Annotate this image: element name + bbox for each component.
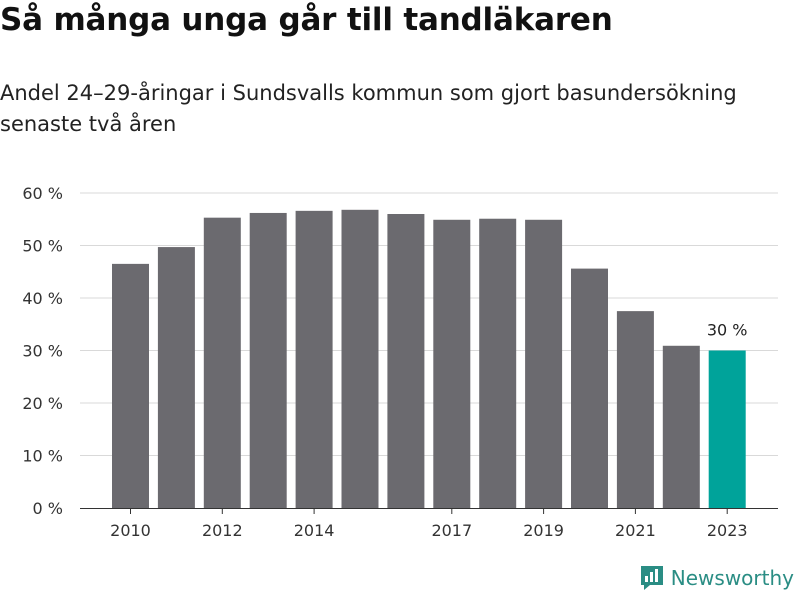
chart-subtitle: Andel 24–29-åringar i Sundsvalls kommun … xyxy=(0,81,737,136)
bar-2022 xyxy=(662,345,700,508)
brand-logo: Newsworthy xyxy=(639,564,794,592)
bar-2013 xyxy=(249,212,287,508)
y-tick-label: 30 % xyxy=(22,342,63,361)
bar-2010 xyxy=(112,263,149,508)
data-labels: 30 % xyxy=(707,321,748,340)
bars xyxy=(112,209,746,509)
bar-2015 xyxy=(341,209,379,509)
y-tick-label: 40 % xyxy=(22,289,63,308)
y-tick-label: 0 % xyxy=(33,499,63,518)
y-tick-label: 10 % xyxy=(22,447,63,466)
y-tick-label: 60 % xyxy=(22,184,63,203)
x-tick-label: 2017 xyxy=(431,521,472,540)
y-axis: 0 % 10 % 20 % 30 % 40 % 50 % 60 % xyxy=(22,184,63,518)
bar-2018 xyxy=(479,218,517,508)
bar-2023 xyxy=(708,350,746,508)
y-tick-label: 50 % xyxy=(22,237,63,256)
gridlines xyxy=(80,192,778,456)
x-tick-label: 2021 xyxy=(615,521,656,540)
newsworthy-logo-icon xyxy=(640,566,663,590)
bar-2020 xyxy=(571,268,608,508)
bar-2021 xyxy=(616,311,654,508)
x-tick-label: 2019 xyxy=(523,521,564,540)
x-tick-label: 2010 xyxy=(110,521,151,540)
x-axis: 2010 2012 2014 2017 2019 2021 2023 xyxy=(80,508,778,540)
bar-2011 xyxy=(157,247,195,508)
x-tick-label: 2023 xyxy=(707,521,748,540)
brand-name: Newsworthy xyxy=(670,566,794,590)
bar-2019 xyxy=(525,219,563,508)
highlight-data-label: 30 % xyxy=(707,321,748,340)
x-tick-label: 2014 xyxy=(294,521,335,540)
bar-2012 xyxy=(203,217,241,509)
bar-2016 xyxy=(387,214,425,508)
chart-title: Så många unga går till tandläkaren xyxy=(0,2,613,38)
x-tick-label: 2012 xyxy=(202,521,243,540)
y-tick-label: 20 % xyxy=(22,394,63,413)
bar-2017 xyxy=(433,219,471,508)
bar-2014 xyxy=(295,210,333,508)
